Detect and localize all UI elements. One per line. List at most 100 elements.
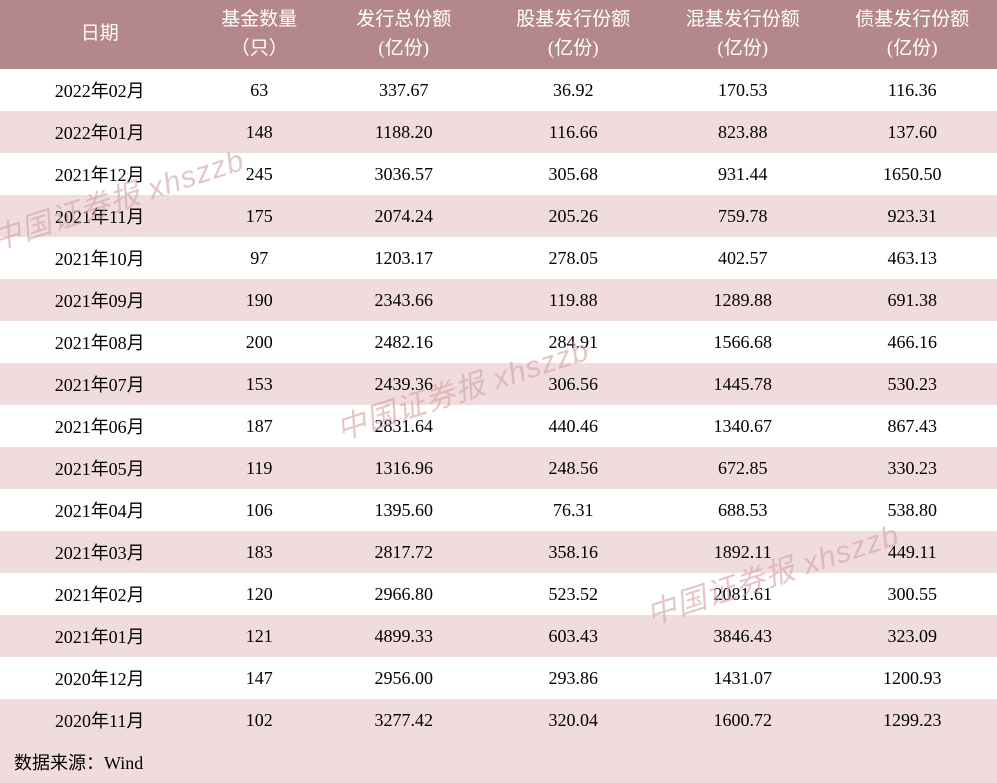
cell-count: 119 [199,447,319,489]
cell-total: 1395.60 [319,489,488,531]
cell-mixed: 1340.67 [658,405,827,447]
cell-total: 2817.72 [319,531,488,573]
header-stock-label2: (亿份) [548,38,599,59]
header-stock-label1: 股基发行份额 [516,9,630,30]
cell-total: 2074.24 [319,195,488,237]
cell-stock: 278.05 [489,237,658,279]
header-bond-label2: (亿份) [887,38,938,59]
header-mixed-label2: (亿份) [717,38,768,59]
cell-count: 190 [199,279,319,321]
header-count-label1: 基金数量 [221,9,297,30]
table-row: 2020年12月1472956.00293.861431.071200.93 [0,657,997,699]
cell-total: 4899.33 [319,615,488,657]
cell-count: 102 [199,699,319,741]
cell-bond: 867.43 [827,405,997,447]
cell-count: 175 [199,195,319,237]
cell-bond: 923.31 [827,195,997,237]
cell-total: 2831.64 [319,405,488,447]
cell-stock: 358.16 [489,531,658,573]
cell-mixed: 1600.72 [658,699,827,741]
cell-date: 2020年11月 [0,699,199,741]
data-source: 数据来源：Wind [0,741,997,783]
cell-stock: 320.04 [489,699,658,741]
table-row: 2021年10月971203.17278.05402.57463.13 [0,237,997,279]
table-footer-row: 数据来源：Wind [0,741,997,783]
cell-date: 2022年02月 [0,69,199,111]
cell-mixed: 1431.07 [658,657,827,699]
cell-mixed: 402.57 [658,237,827,279]
cell-date: 2021年06月 [0,405,199,447]
cell-stock: 116.66 [489,111,658,153]
cell-count: 63 [199,69,319,111]
table-row: 2021年09月1902343.66119.881289.88691.38 [0,279,997,321]
cell-stock: 119.88 [489,279,658,321]
header-total: 发行总份额 (亿份) [319,0,488,69]
table-row: 2021年06月1872831.64440.461340.67867.43 [0,405,997,447]
fund-data-table: 日期 基金数量 （只） 发行总份额 (亿份) 股基发行份额 (亿份) 混基发行份… [0,0,997,783]
table-row: 2021年11月1752074.24205.26759.78923.31 [0,195,997,237]
table-body: 2022年02月63337.6736.92170.53116.362022年01… [0,69,997,783]
header-bond: 债基发行份额 (亿份) [827,0,997,69]
cell-bond: 300.55 [827,573,997,615]
table-row: 2021年02月1202966.80523.522081.61300.55 [0,573,997,615]
cell-stock: 523.52 [489,573,658,615]
table-row: 2021年03月1832817.72358.161892.11449.11 [0,531,997,573]
cell-date: 2020年12月 [0,657,199,699]
cell-bond: 330.23 [827,447,997,489]
cell-bond: 691.38 [827,279,997,321]
cell-bond: 530.23 [827,363,997,405]
cell-total: 337.67 [319,69,488,111]
cell-bond: 1299.23 [827,699,997,741]
cell-bond: 323.09 [827,615,997,657]
header-mixed-label1: 混基发行份额 [686,9,800,30]
cell-count: 187 [199,405,319,447]
cell-stock: 603.43 [489,615,658,657]
cell-date: 2021年02月 [0,573,199,615]
header-count-label2: （只） [231,38,288,59]
cell-date: 2021年11月 [0,195,199,237]
cell-bond: 466.16 [827,321,997,363]
cell-stock: 36.92 [489,69,658,111]
cell-count: 153 [199,363,319,405]
cell-total: 2439.36 [319,363,488,405]
cell-stock: 248.56 [489,447,658,489]
cell-total: 1188.20 [319,111,488,153]
cell-count: 120 [199,573,319,615]
cell-mixed: 3846.43 [658,615,827,657]
cell-date: 2021年01月 [0,615,199,657]
fund-data-table-container: 日期 基金数量 （只） 发行总份额 (亿份) 股基发行份额 (亿份) 混基发行份… [0,0,997,783]
table-row: 2021年08月2002482.16284.911566.68466.16 [0,321,997,363]
cell-total: 2956.00 [319,657,488,699]
cell-mixed: 170.53 [658,69,827,111]
cell-mixed: 931.44 [658,153,827,195]
cell-count: 121 [199,615,319,657]
table-header-row: 日期 基金数量 （只） 发行总份额 (亿份) 股基发行份额 (亿份) 混基发行份… [0,0,997,69]
table-row: 2021年07月1532439.36306.561445.78530.23 [0,363,997,405]
header-date-label: 日期 [81,23,119,44]
cell-bond: 1200.93 [827,657,997,699]
cell-bond: 538.80 [827,489,997,531]
header-date: 日期 [0,0,199,69]
table-row: 2022年01月1481188.20116.66823.88137.60 [0,111,997,153]
cell-total: 1316.96 [319,447,488,489]
cell-date: 2021年09月 [0,279,199,321]
cell-total: 2966.80 [319,573,488,615]
header-total-label1: 发行总份额 [356,9,451,30]
cell-total: 3036.57 [319,153,488,195]
cell-bond: 449.11 [827,531,997,573]
cell-total: 3277.42 [319,699,488,741]
cell-mixed: 672.85 [658,447,827,489]
cell-date: 2021年12月 [0,153,199,195]
cell-total: 2482.16 [319,321,488,363]
cell-date: 2021年04月 [0,489,199,531]
table-row: 2021年04月1061395.6076.31688.53538.80 [0,489,997,531]
cell-stock: 305.68 [489,153,658,195]
header-bond-label1: 债基发行份额 [855,9,969,30]
table-row: 2021年12月2453036.57305.68931.441650.50 [0,153,997,195]
cell-stock: 440.46 [489,405,658,447]
table-row: 2021年05月1191316.96248.56672.85330.23 [0,447,997,489]
cell-count: 106 [199,489,319,531]
cell-bond: 137.60 [827,111,997,153]
cell-count: 97 [199,237,319,279]
table-row: 2021年01月1214899.33603.433846.43323.09 [0,615,997,657]
